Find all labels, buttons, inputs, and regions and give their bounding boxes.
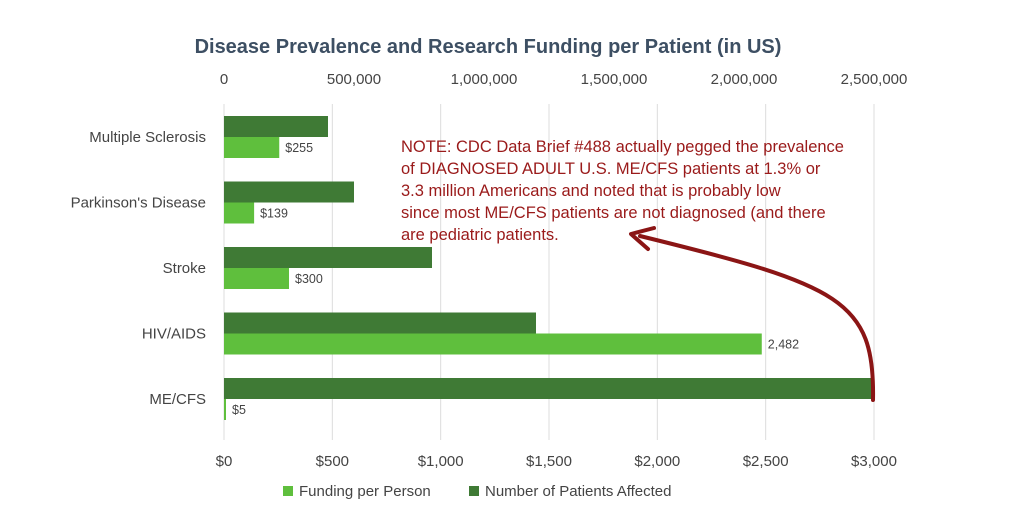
bottom-tick-label: $3,000 xyxy=(851,453,897,470)
bottom-tick-label: $0 xyxy=(216,453,233,470)
bar-funding xyxy=(224,399,226,420)
annotation-line: 3.3 million Americans and noted that is … xyxy=(401,182,781,200)
bar-patients xyxy=(224,378,874,399)
data-labels: $255 $139 $300 2,482 $5 xyxy=(232,141,799,417)
grid xyxy=(223,104,875,440)
bottom-tick-label: $2,500 xyxy=(743,453,789,470)
annotation-note: NOTE: CDC Data Brief #488 actually pegge… xyxy=(401,138,844,244)
bottom-axis-ticks: $0 $500 $1,000 $1,500 $2,000 $2,500 $3,000 xyxy=(216,453,897,470)
top-tick-label: 500,000 xyxy=(327,71,381,88)
category-label: HIV/AIDS xyxy=(142,326,206,343)
annotation-line: since most ME/CFS patients are not diagn… xyxy=(401,204,826,222)
category-labels: Multiple Sclerosis Parkinson's Disease Str… xyxy=(71,129,206,408)
top-tick-label: 2,500,000 xyxy=(841,71,908,88)
bar-funding xyxy=(224,137,280,158)
bottom-tick-label: $2,000 xyxy=(634,453,680,470)
category-label: Multiple Sclerosis xyxy=(89,129,206,146)
top-axis-ticks: 0 500,000 1,000,000 1,500,000 2,000,000 2,500… xyxy=(220,71,908,88)
funding-data-label: $5 xyxy=(232,403,246,417)
top-tick-label: 2,000,000 xyxy=(711,71,778,88)
annotation-arrow-head xyxy=(629,226,656,251)
funding-data-label: $255 xyxy=(285,141,313,155)
bottom-tick-label: $1,000 xyxy=(418,453,464,470)
legend-swatch xyxy=(469,486,479,496)
top-tick-label: 1,500,000 xyxy=(581,71,648,88)
funding-data-label: $300 xyxy=(295,272,323,286)
legend-swatch xyxy=(283,486,293,496)
category-label: ME/CFS xyxy=(149,391,206,408)
bar-patients xyxy=(224,312,536,334)
bottom-tick-label: $500 xyxy=(316,453,349,470)
bar-patients xyxy=(224,116,328,137)
legend-label: Number of Patients Affected xyxy=(485,483,672,500)
top-tick-label: 0 xyxy=(220,71,228,88)
bar-funding xyxy=(224,333,762,355)
annotation-line: are pediatric patients. xyxy=(401,226,559,244)
annotation-arrow xyxy=(629,226,876,402)
funding-data-label: 2,482 xyxy=(768,338,799,352)
bar-funding xyxy=(224,202,255,224)
bars xyxy=(224,116,874,420)
bar-patients xyxy=(224,181,354,203)
bottom-tick-label: $1,500 xyxy=(526,453,572,470)
annotation-line: NOTE: CDC Data Brief #488 actually pegge… xyxy=(401,138,844,156)
funding-data-label: $139 xyxy=(260,207,288,221)
category-label: Stroke xyxy=(163,260,206,277)
chart-title: Disease Prevalence and Research Funding … xyxy=(195,36,782,58)
category-label: Parkinson's Disease xyxy=(71,195,206,212)
legend: Funding per Person Number of Patients Aff… xyxy=(283,483,672,500)
bar-funding xyxy=(224,268,289,289)
top-tick-label: 1,000,000 xyxy=(451,71,518,88)
annotation-arrow-line xyxy=(638,234,876,402)
bar-patients xyxy=(224,247,432,268)
legend-label: Funding per Person xyxy=(299,483,431,500)
annotation-line: of DIAGNOSED ADULT U.S. ME/CFS patients … xyxy=(401,160,821,178)
